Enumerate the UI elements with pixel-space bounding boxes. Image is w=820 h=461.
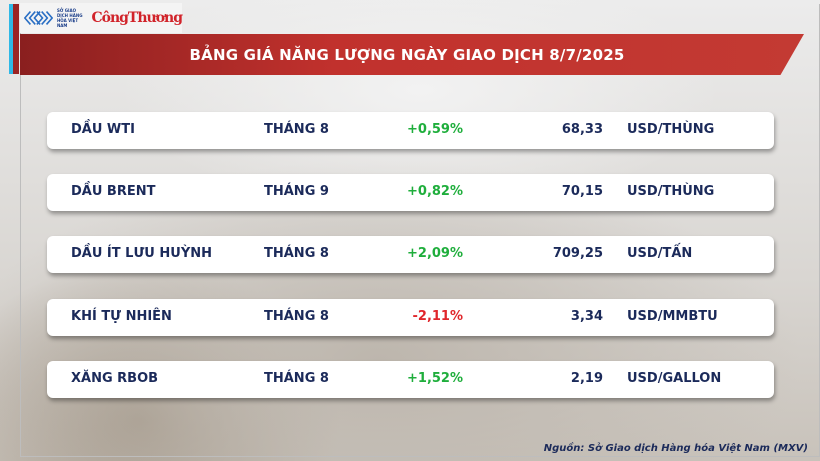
- change-percent: +0,59%: [407, 122, 463, 137]
- contract-month: THÁNG 9: [264, 184, 329, 199]
- unit: USD/THÙNG: [627, 184, 715, 199]
- unit: USD/TẤN: [627, 246, 693, 261]
- change-percent: +1,52%: [407, 371, 463, 386]
- logo: SỞ GIAO DỊCH HÀNG HÓA VIỆT NAM CôngThươn…: [20, 3, 183, 33]
- contract-month: THÁNG 8: [264, 122, 329, 137]
- price: 709,25: [552, 246, 603, 261]
- change-percent: -2,11%: [412, 309, 464, 324]
- accent-bar: [9, 4, 13, 74]
- price: 2,19: [570, 371, 603, 386]
- table-row: XĂNG RBOB THÁNG 8 +1,52% 2,19 USD/GALLON: [47, 361, 774, 398]
- commodity-name: DẦU WTI: [71, 122, 135, 137]
- unit: USD/GALLON: [627, 371, 722, 386]
- table-row: DẦU ÍT LƯU HUỲNH THÁNG 8 +2,09% 709,25 U…: [47, 236, 774, 273]
- price: 70,15: [561, 184, 603, 199]
- price: 3,34: [570, 309, 603, 324]
- commodity-name: KHÍ TỰ NHIÊN: [71, 309, 172, 324]
- title-banner: BẢNG GIÁ NĂNG LƯỢNG NGÀY GIAO DỊCH 8/7/2…: [20, 34, 804, 75]
- contract-month: THÁNG 8: [264, 309, 329, 324]
- mxv-text: SỞ GIAO DỊCH HÀNG HÓA VIỆT NAM: [56, 8, 83, 28]
- change-percent: +0,82%: [407, 184, 463, 199]
- table-row: KHÍ TỰ NHIÊN THÁNG 8 -2,11% 3,34 USD/MMB…: [47, 299, 774, 336]
- contract-month: THÁNG 8: [264, 371, 329, 386]
- table-row: DẦU WTI THÁNG 8 +0,59% 68,33 USD/THÙNG: [47, 112, 774, 149]
- accent-bar: [13, 4, 19, 74]
- commodity-name: DẦU BRENT: [71, 184, 156, 199]
- mxv-logo-icon: [24, 11, 53, 25]
- unit: USD/MMBTU: [627, 309, 718, 324]
- unit: USD/THÙNG: [627, 122, 715, 137]
- price: 68,33: [561, 122, 603, 137]
- commodity-name: DẦU ÍT LƯU HUỲNH: [71, 246, 213, 261]
- change-percent: +2,09%: [407, 246, 463, 261]
- table-row: DẦU BRENT THÁNG 9 +0,82% 70,15 USD/THÙNG: [47, 174, 774, 211]
- congthuong-logo: CôngThương: [91, 10, 183, 26]
- source-note: Nguồn: Sở Giao dịch Hàng hóa Việt Nam (M…: [543, 443, 808, 454]
- page-title: BẢNG GIÁ NĂNG LƯỢNG NGÀY GIAO DỊCH 8/7/2…: [189, 45, 625, 64]
- contract-month: THÁNG 8: [264, 246, 329, 261]
- commodity-name: XĂNG RBOB: [71, 371, 159, 386]
